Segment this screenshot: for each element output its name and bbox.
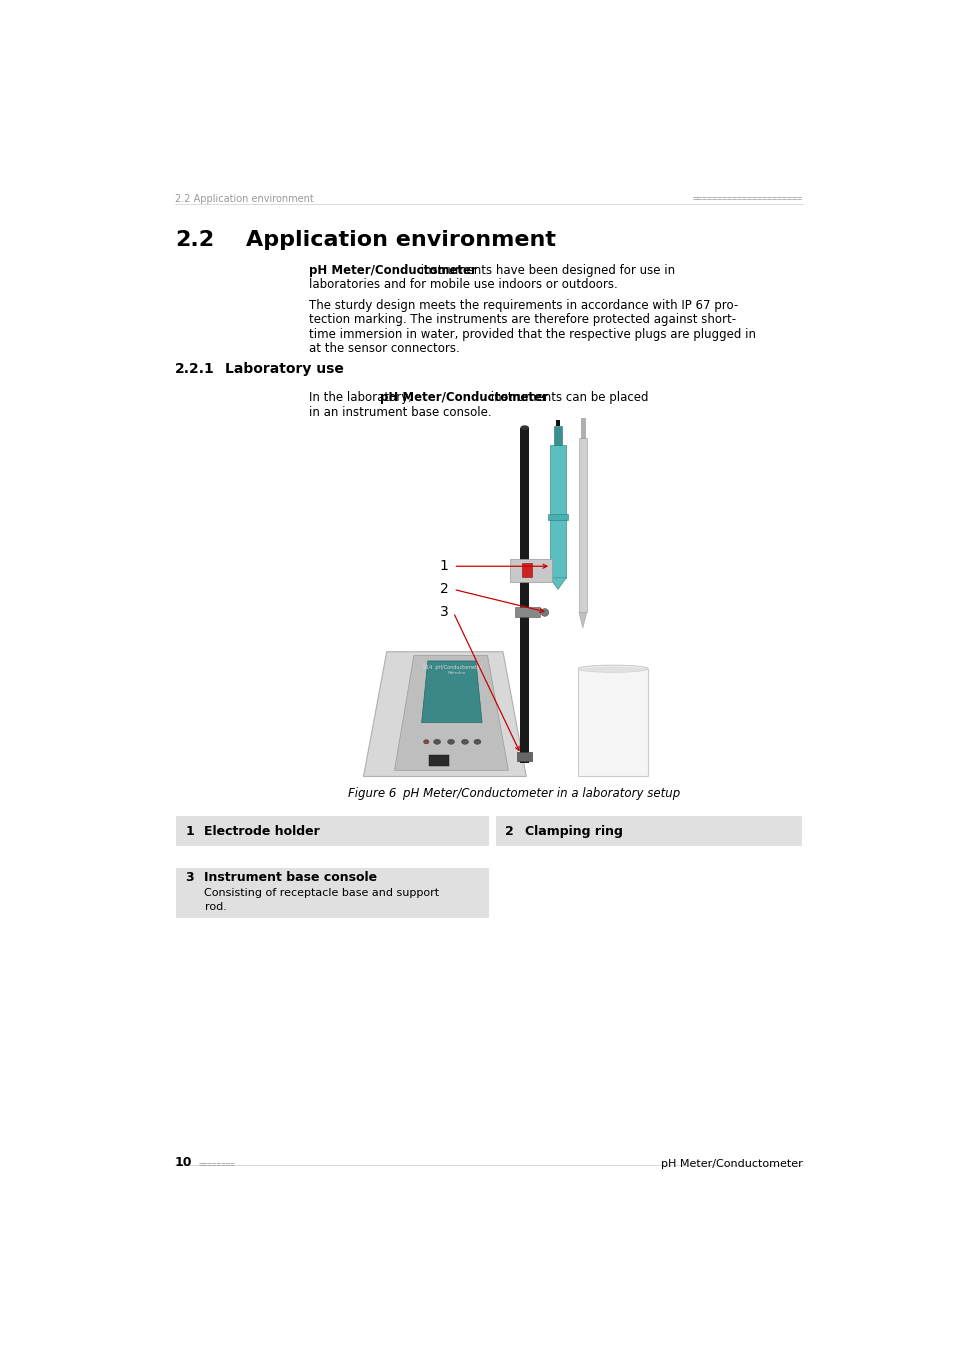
Ellipse shape (520, 425, 528, 429)
Bar (556, 420, 559, 427)
Bar (553, 427, 561, 446)
Text: 1: 1 (439, 559, 448, 574)
Ellipse shape (447, 740, 454, 744)
Text: Instrument base console: Instrument base console (204, 871, 377, 884)
Text: instruments have been designed for use in: instruments have been designed for use i… (416, 263, 674, 277)
Text: instruments can be placed: instruments can be placed (487, 392, 648, 405)
Text: The sturdy design meets the requirements in accordance with IP 67 pro-: The sturdy design meets the requirements… (309, 300, 738, 312)
Bar (580, 418, 584, 437)
Bar (578, 437, 586, 613)
Text: tection marking. The instruments are therefore protected against short-: tection marking. The instruments are the… (309, 313, 736, 327)
Text: 3: 3 (185, 871, 193, 884)
Bar (509, 559, 552, 582)
Bar (495, 815, 802, 848)
Text: In the laboratory,: In the laboratory, (309, 392, 416, 405)
Text: pH Meter/Conductometer: pH Meter/Conductometer (309, 263, 476, 277)
Text: pH Meter/Conductometer in a laboratory setup: pH Meter/Conductometer in a laboratory s… (388, 787, 679, 801)
Text: 10: 10 (174, 1156, 193, 1169)
Text: rod.: rod. (204, 902, 226, 911)
Polygon shape (549, 578, 565, 590)
Ellipse shape (461, 740, 468, 744)
Text: ========: ======== (198, 1160, 235, 1169)
Bar (520, 428, 528, 763)
Text: Consisting of receptacle base and support: Consisting of receptacle base and suppor… (204, 888, 439, 898)
Text: at the sensor connectors.: at the sensor connectors. (309, 342, 459, 355)
Text: 2.2.1: 2.2.1 (174, 362, 214, 377)
Text: 2.2: 2.2 (174, 230, 214, 250)
Text: pH Meter/Conductometer: pH Meter/Conductometer (379, 392, 547, 405)
Bar (549, 446, 565, 578)
Text: 2: 2 (439, 582, 448, 597)
Text: 1: 1 (185, 825, 193, 837)
Text: laboratories and for mobile use indoors or outdoors.: laboratories and for mobile use indoors … (309, 278, 618, 290)
Text: in an instrument base console.: in an instrument base console. (309, 406, 491, 418)
Bar (429, 755, 448, 765)
Ellipse shape (474, 740, 480, 744)
Bar (174, 815, 490, 848)
Ellipse shape (540, 609, 548, 617)
Bar (517, 752, 532, 761)
Text: 2: 2 (505, 825, 514, 837)
Text: pH Meter/Conductometer: pH Meter/Conductometer (660, 1160, 802, 1169)
Text: time immersion in water, provided that the respective plugs are plugged in: time immersion in water, provided that t… (309, 328, 756, 340)
Bar (515, 608, 539, 617)
Bar (548, 514, 567, 520)
Ellipse shape (578, 666, 647, 672)
Ellipse shape (579, 667, 645, 672)
Text: 914  pH/Conductometer: 914 pH/Conductometer (422, 664, 481, 670)
Text: 2.2 Application environment: 2.2 Application environment (174, 194, 314, 204)
Text: Figure 6: Figure 6 (348, 787, 395, 801)
Text: Application environment: Application environment (246, 230, 556, 250)
Text: Clamping ring: Clamping ring (524, 825, 621, 837)
Bar (521, 563, 531, 576)
Ellipse shape (423, 740, 429, 744)
Polygon shape (363, 652, 526, 776)
Polygon shape (395, 656, 508, 771)
Text: Laboratory use: Laboratory use (225, 362, 344, 377)
Bar (174, 867, 490, 919)
Polygon shape (578, 613, 586, 628)
Text: 3: 3 (439, 605, 448, 620)
Text: Metrohm: Metrohm (447, 671, 465, 675)
Polygon shape (421, 662, 481, 722)
Ellipse shape (434, 740, 440, 744)
Bar (578, 668, 647, 776)
Text: Electrode holder: Electrode holder (204, 825, 320, 837)
Text: ======================: ====================== (692, 194, 802, 204)
